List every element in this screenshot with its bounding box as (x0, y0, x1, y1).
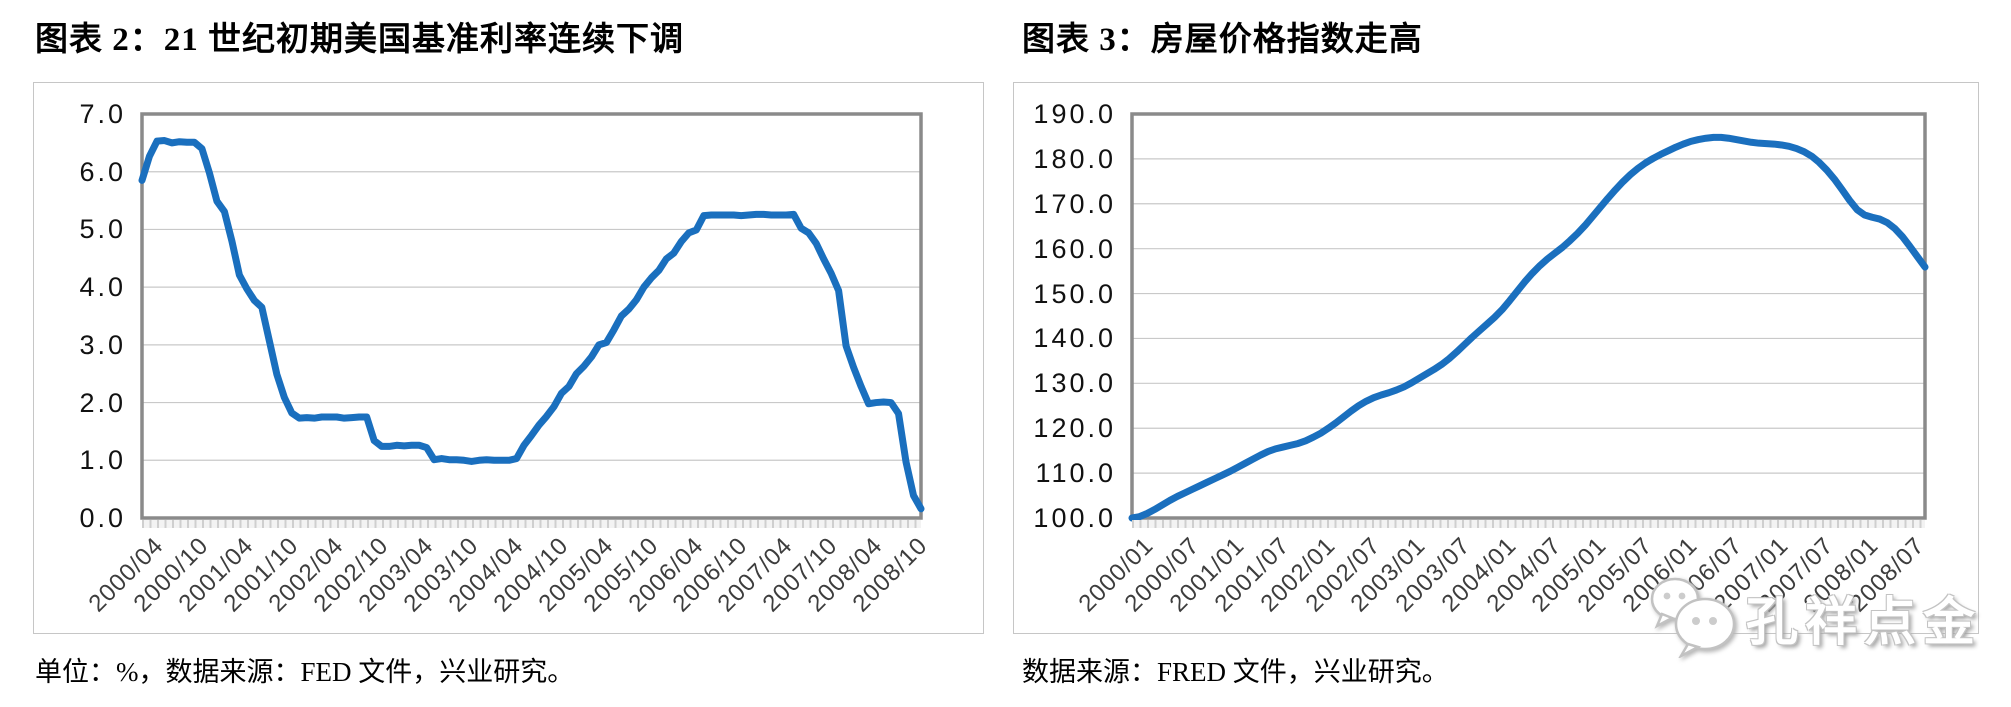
y-tick-label: 4.0 (79, 272, 126, 303)
plot-area-1 (1128, 112, 1929, 522)
y-tick-label: 100.0 (1033, 503, 1116, 533)
chart2-caption: 单位：%，数据来源：FED 文件，兴业研究。 (35, 657, 575, 687)
chart2-title: 图表 2：21 世纪初期美国基准利率连续下调 (35, 22, 684, 58)
y-tick-label: 150.0 (1033, 278, 1116, 309)
y-tick-label: 2.0 (79, 387, 126, 418)
y-tick-label: 3.0 (79, 329, 126, 360)
plot-area-0 (138, 112, 925, 520)
chart2-panel: 0.0 1.0 2.0 3.0 4.0 5.0 6.0 7.0 2000/04 2000/10 20… (33, 82, 984, 634)
series-line (1128, 133, 1929, 522)
x-axis-minor-ticks (1132, 520, 1925, 528)
y-tick-label: 130.0 (1033, 368, 1116, 399)
chart3-title: 图表 3：房屋价格指数走高 (1022, 22, 1423, 58)
y-tick-label: 1.0 (79, 445, 126, 476)
y-tick-label: 5.0 (79, 214, 126, 245)
series-line (138, 137, 925, 513)
x-axis-minor-ticks (142, 520, 921, 528)
y-tick-label: 120.0 (1033, 413, 1116, 444)
y-tick-label: 160.0 (1033, 233, 1116, 264)
plot-border (1130, 112, 1927, 520)
y-tick-label: 140.0 (1033, 323, 1116, 354)
y-tick-label: 190.0 (1033, 99, 1116, 129)
y-tick-label: 110.0 (1035, 458, 1116, 489)
y-tick-label: 0.0 (79, 503, 126, 533)
chart3-panel: 100.0 110.0 120.0 130.0 140.0 150.0 160.0 170.0… (1013, 82, 1979, 634)
y-tick-label: 170.0 (1033, 188, 1116, 219)
y-tick-label: 7.0 (79, 99, 126, 129)
y-tick-label: 180.0 (1033, 143, 1116, 174)
y-tick-label: 6.0 (79, 156, 126, 187)
chart3-caption: 数据来源：FRED 文件，兴业研究。 (1022, 657, 1449, 687)
plot-border (140, 112, 923, 520)
